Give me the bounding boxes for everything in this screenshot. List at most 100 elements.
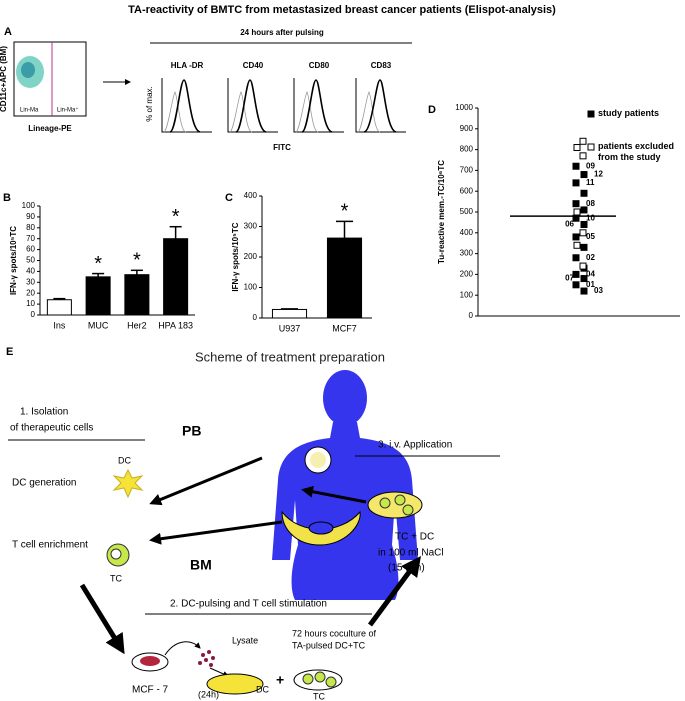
legend-swatch — [587, 143, 595, 151]
step-text: MCF - 7 — [132, 685, 169, 696]
y-tick-label: 300 — [244, 222, 258, 231]
histogram-sample — [169, 79, 201, 133]
cell — [314, 671, 326, 683]
step-label: 1. Isolation — [20, 407, 68, 418]
step-text: Lysate — [232, 635, 258, 645]
y-tick-label: 600 — [460, 186, 474, 195]
cell-label: DC — [256, 684, 269, 694]
y-tick-label: 800 — [460, 145, 474, 154]
panel-a: A CD11c+APC (BM) Lin-Ma Lin-Ma⁺ Lineage-… — [0, 26, 412, 152]
mix-label: in 100 ml NaCl — [378, 548, 444, 559]
bar — [85, 276, 111, 316]
histogram-sample — [301, 79, 333, 133]
y-axis-label: Tu-reactive mem.-TC/10⁶TC — [437, 160, 446, 264]
y-tick-label: 10 — [26, 299, 35, 308]
y-tick-label: 90 — [26, 212, 35, 221]
histogram-frame — [227, 78, 278, 133]
axis-label: FITC — [273, 143, 291, 152]
significance: * — [133, 250, 141, 272]
point — [572, 162, 580, 170]
histogram-control — [295, 91, 319, 133]
silhouette-head — [323, 370, 367, 426]
point — [573, 208, 581, 216]
axis-label: Lineage-PE — [28, 124, 72, 133]
cell — [325, 676, 337, 688]
step-text: T cell enrichment — [12, 540, 88, 551]
x-tick-label: MUC — [88, 320, 109, 330]
significance: * — [341, 201, 349, 223]
gate-label: Lin-Ma — [20, 108, 39, 114]
histogram-frame — [161, 78, 212, 133]
y-tick-label: 400 — [460, 228, 474, 237]
point — [580, 206, 588, 214]
y-axis-label: IFN-γ spots/10⁵TC — [9, 226, 18, 295]
dc-icon — [112, 468, 144, 499]
x-tick-label: Her2 — [127, 320, 147, 330]
y-tick-label: 0 — [253, 313, 258, 322]
marker-label: CD40 — [243, 61, 264, 70]
dish — [367, 491, 423, 519]
panel-e: E Scheme of treatment preparation 1. Iso… — [6, 346, 500, 701]
y-tick-label: 20 — [26, 288, 35, 297]
y-tick-label: 40 — [26, 267, 35, 276]
panel-label: E — [6, 346, 13, 358]
y-tick-label: 200 — [244, 252, 258, 261]
marker-label: CD80 — [309, 61, 330, 70]
dish — [206, 673, 264, 695]
panel-label: A — [4, 26, 12, 38]
significance: * — [172, 206, 180, 228]
y-tick-label: 900 — [460, 124, 474, 133]
x-tick-label: HPA 183 — [158, 320, 193, 330]
point-label: 11 — [586, 178, 595, 187]
point — [572, 281, 580, 289]
x-tick-label: Ins — [53, 320, 66, 330]
y-tick-label: 200 — [460, 270, 474, 279]
point — [572, 270, 580, 278]
y-axis-label: IFN-γ spots/10⁵TC — [231, 222, 240, 291]
point-label: 10 — [586, 213, 595, 222]
y-tick-label: 400 — [244, 191, 258, 200]
arrow — [79, 583, 125, 655]
cell — [302, 673, 314, 685]
heading: 24 hours after pulsing — [240, 28, 324, 37]
point — [573, 144, 581, 152]
point-label: 12 — [594, 170, 603, 179]
point — [579, 229, 587, 237]
point — [572, 233, 580, 241]
bar — [326, 237, 363, 319]
bone-marrow-core — [308, 521, 334, 535]
bar — [163, 238, 189, 316]
arrow — [149, 520, 283, 545]
point — [572, 254, 580, 262]
point — [580, 287, 588, 295]
source-label: BM — [190, 557, 212, 573]
heading: Scheme of treatment preparation — [195, 349, 385, 364]
point — [580, 275, 588, 283]
point — [572, 179, 580, 187]
marker-label: CD83 — [371, 61, 392, 70]
y-tick-label: 100 — [22, 201, 36, 210]
panel-label: B — [3, 192, 11, 204]
point — [580, 243, 588, 251]
histogram-frame — [355, 78, 406, 133]
plus: + — [276, 672, 284, 688]
marker-label: HLA -DR — [171, 61, 204, 70]
axis-label: CD11c+APC (BM) — [0, 46, 8, 112]
y-tick-label: 70 — [26, 234, 35, 243]
step-label: of therapeutic cells — [10, 423, 93, 434]
y-tick-label: 100 — [460, 290, 474, 299]
cell — [379, 497, 391, 509]
axis-label: % of max. — [145, 86, 154, 122]
y-tick-label: 0 — [31, 310, 36, 319]
point-label: 07 — [565, 274, 574, 283]
y-tick-label: 80 — [26, 223, 35, 232]
point — [580, 171, 588, 179]
y-tick-label: 50 — [26, 256, 35, 265]
step-text: (24h) — [198, 689, 219, 699]
y-tick-label: 700 — [460, 166, 474, 175]
mix-label: TC + DC — [395, 532, 434, 543]
legend-entry: study patients — [598, 108, 659, 118]
arrow — [367, 555, 421, 627]
y-tick-label: 0 — [469, 311, 474, 320]
